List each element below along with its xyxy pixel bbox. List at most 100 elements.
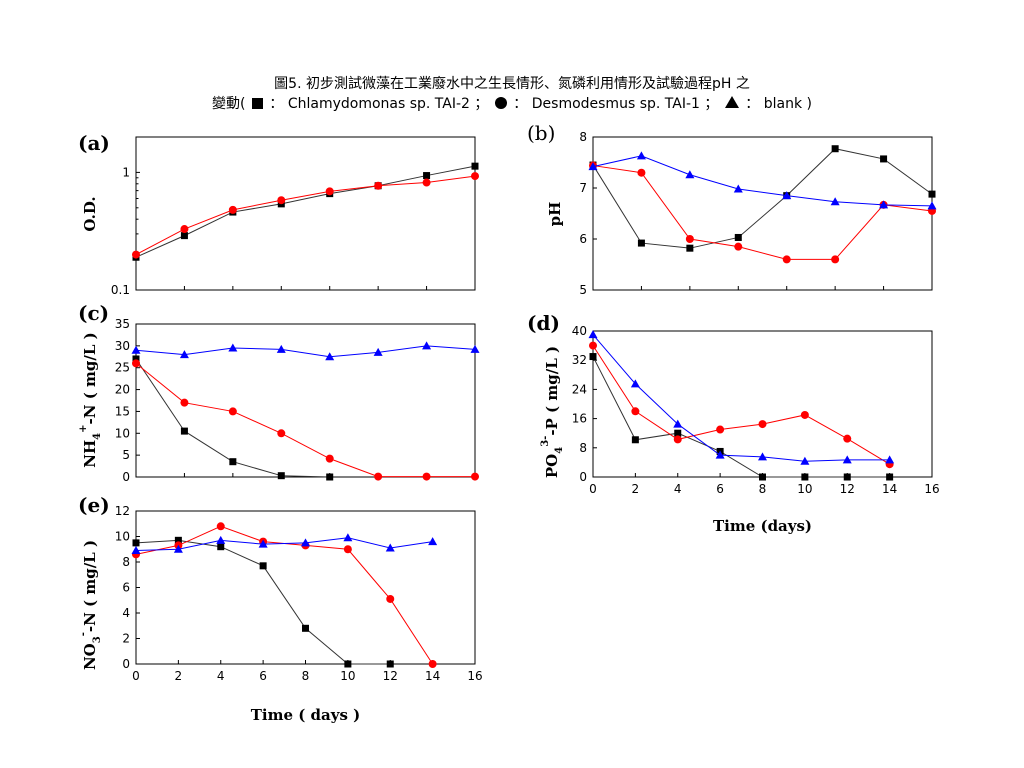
data-point-circle	[132, 359, 140, 368]
data-point-square	[843, 473, 851, 481]
y-axis-label: NH4+-N ( mg/L )	[78, 332, 103, 467]
y-tick-label: 24	[572, 382, 587, 396]
y-axis-label: pH	[546, 202, 564, 227]
data-point-circle	[782, 255, 791, 264]
caption-prefix: 變動(	[212, 96, 246, 112]
series-square	[132, 355, 334, 481]
legend-after: ；	[704, 96, 719, 112]
data-point-triangle	[758, 452, 767, 461]
series-line	[135, 362, 475, 478]
data-point-square	[217, 543, 225, 551]
legend-triangle-icon	[724, 96, 739, 108]
data-point-circle	[180, 225, 189, 234]
legend-after: )	[806, 96, 812, 112]
chart-panel-a: (a) 0.1 1 O.D.	[78, 131, 479, 297]
data-point-triangle	[588, 162, 598, 171]
data-point-circle	[685, 235, 694, 243]
data-point-triangle	[428, 537, 438, 546]
data-point-square	[259, 562, 267, 570]
x-tick-label: 8	[302, 669, 310, 683]
x-tick-label: 16	[924, 482, 939, 496]
x-tick-label: 12	[383, 669, 398, 683]
data-point-triangle	[842, 455, 852, 464]
data-point-circle	[277, 196, 286, 205]
x-tick-label: 4	[217, 669, 225, 683]
panel-label: (b)	[527, 121, 555, 145]
y-tick-label: 25	[115, 361, 130, 375]
x-tick-label: 6	[716, 482, 724, 496]
data-point-circle	[386, 594, 395, 603]
data-point-square	[326, 473, 334, 481]
chart-panel-b: (b) 5 6 7 8 pH	[527, 121, 937, 297]
y-axis-label: NO3--N ( mg/L )	[78, 540, 103, 670]
data-point-circle	[343, 545, 352, 554]
panel-label: (d)	[527, 311, 560, 335]
series-triangle	[588, 151, 937, 210]
legend-name-desmodesmus: Desmodesmus sp. TAI-1	[531, 96, 700, 112]
data-point-triangle	[636, 151, 646, 160]
series-circle	[132, 359, 479, 481]
data-point-triangle	[422, 341, 432, 350]
data-point-triangle	[885, 455, 895, 464]
y-tick-label: 2	[122, 632, 130, 646]
x-tick-label: 14	[882, 482, 897, 496]
y-tick-label: 32	[572, 353, 587, 367]
y-tick-label: 30	[115, 339, 130, 353]
data-point-circle	[428, 660, 437, 668]
legend-square-icon	[251, 98, 263, 109]
data-point-circle	[758, 420, 767, 429]
data-point-square	[132, 539, 140, 547]
data-point-square	[928, 190, 936, 198]
data-point-circle	[589, 341, 597, 350]
data-point-triangle	[131, 546, 141, 555]
data-point-circle	[325, 187, 334, 196]
series-circle	[589, 161, 936, 264]
y-tick-label: 0.1	[111, 283, 130, 297]
data-point-square	[180, 232, 188, 240]
x-tick-label: 8	[759, 482, 767, 496]
legend-circle-icon	[494, 97, 507, 109]
y-tick-label: 5	[122, 448, 130, 462]
series-line	[592, 356, 890, 478]
y-tick-label: 1	[122, 165, 130, 179]
x-tick-label: 12	[840, 482, 855, 496]
data-point-triangle	[131, 345, 141, 354]
data-point-circle	[800, 410, 809, 419]
legend-name-blank: blank	[763, 96, 803, 112]
data-point-triangle	[830, 197, 840, 206]
y-tick-label: 4	[122, 606, 130, 620]
y-tick-label: 0	[122, 657, 130, 671]
data-point-triangle	[470, 344, 480, 353]
chart-panel-c: (c) 0 5 10 15 20 25 30 35 NH4+-N ( mg/L )	[78, 301, 480, 484]
plot-frame	[135, 136, 476, 291]
data-point-square	[423, 172, 431, 180]
series-line	[135, 345, 476, 358]
data-point-triangle	[715, 450, 725, 459]
series-line	[592, 345, 890, 465]
data-point-triangle	[173, 544, 183, 553]
data-point-triangle	[301, 538, 310, 547]
data-point-triangle	[343, 533, 353, 542]
data-point-circle	[471, 172, 479, 181]
legend-sep: ：	[269, 96, 284, 112]
y-tick-label: 0	[579, 470, 587, 484]
data-point-circle	[277, 429, 286, 438]
y-tick-label: 6	[122, 581, 130, 595]
data-point-circle	[843, 434, 852, 443]
plot-frame	[135, 510, 476, 665]
figure-caption: 圖5. 初步測試微藻在工業廢水中之生長情形、氮磷利用情形及試驗過程pH 之 變動…	[0, 74, 1024, 114]
data-point-circle	[734, 242, 743, 251]
series-triangle	[588, 330, 895, 465]
data-point-triangle	[800, 456, 810, 465]
data-point-circle	[216, 522, 225, 531]
data-point-circle	[673, 435, 682, 444]
x-tick-label: 2	[632, 482, 640, 496]
x-tick-label: 10	[797, 482, 812, 496]
data-point-circle	[374, 181, 383, 190]
data-point-triangle	[685, 170, 695, 179]
data-point-circle	[228, 205, 237, 214]
data-point-triangle	[588, 330, 598, 339]
y-tick-label: 35	[115, 317, 130, 331]
y-tick-label: 12	[115, 504, 130, 518]
data-point-square	[734, 233, 742, 241]
